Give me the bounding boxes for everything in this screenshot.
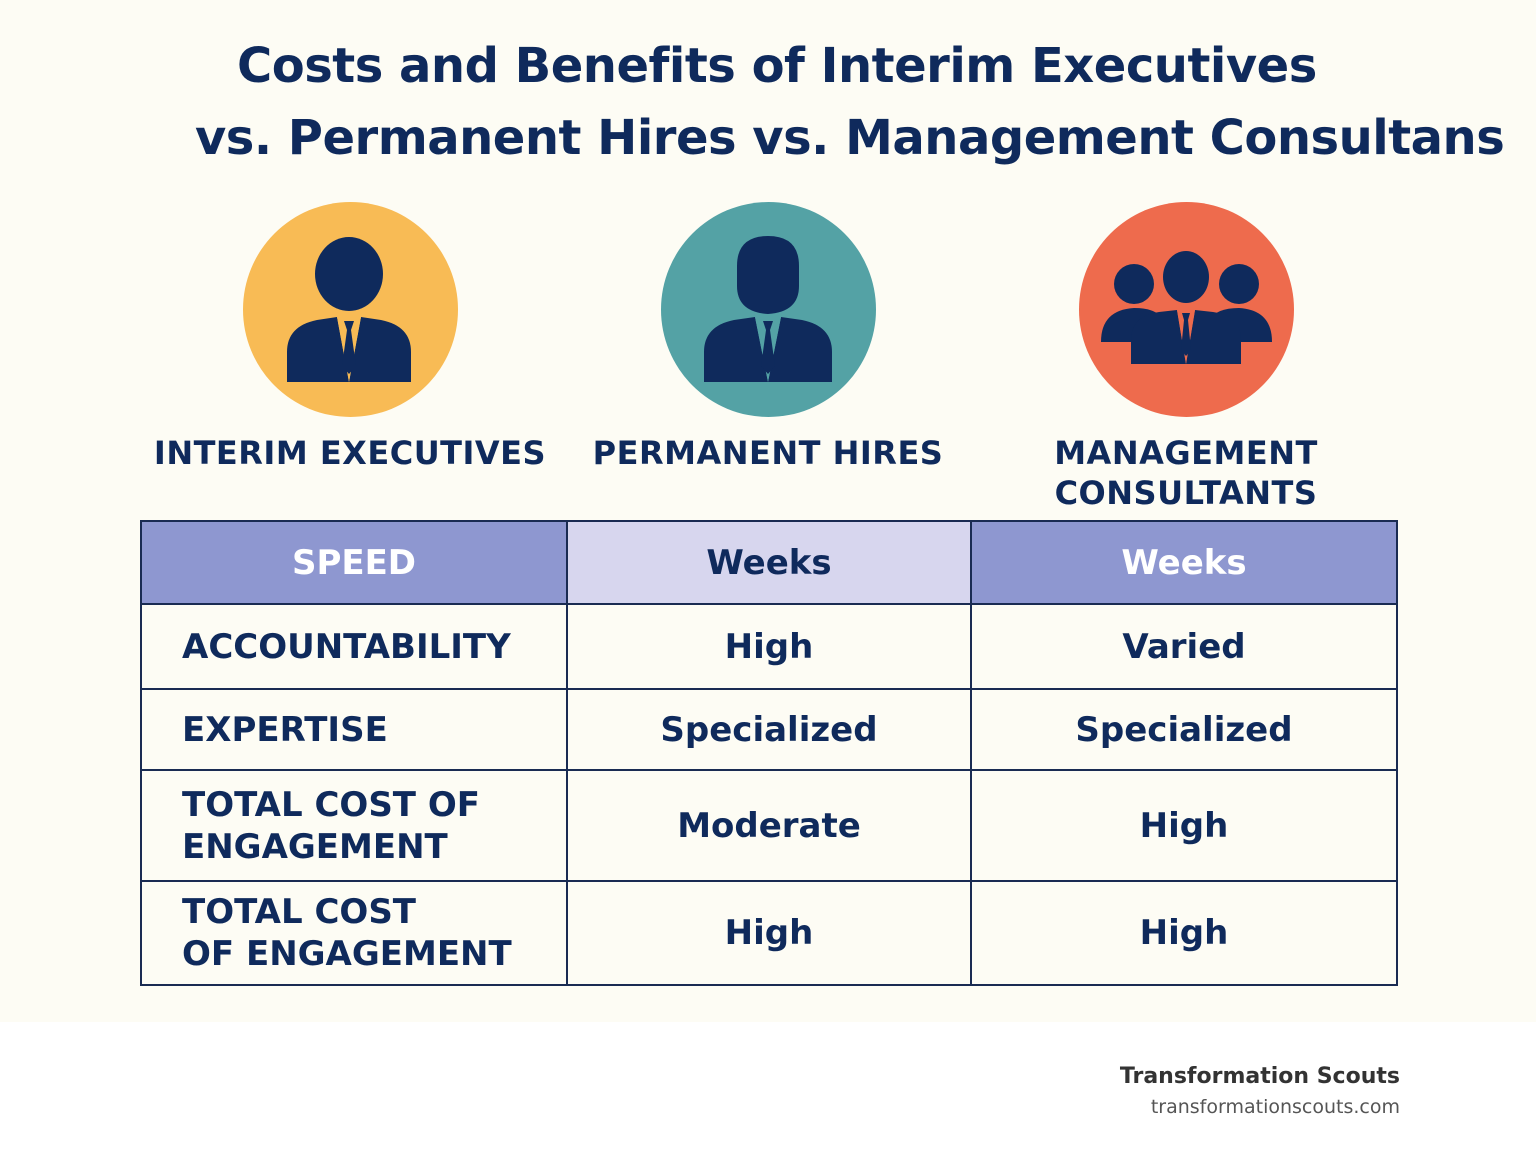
brand-name: Transformation Scouts	[1119, 1064, 1400, 1089]
brand-url: transformationscouts.com	[1150, 1096, 1400, 1118]
persona-label-line: CONSULTANTS	[1054, 474, 1318, 512]
persona-label: PERMANENT HIRES	[592, 434, 944, 472]
table-row: TOTAL COST OF ENGAGEMENT High High	[140, 880, 1398, 986]
team-icon	[1078, 202, 1294, 417]
table-row: TOTAL COST OF ENGAGEMENT Moderate High	[140, 769, 1398, 882]
table-header-cell: SPEED	[140, 520, 568, 605]
table-cell: Specialized	[970, 688, 1398, 771]
persona-label-line: MANAGEMENT	[1054, 434, 1318, 472]
businessperson-icon	[242, 202, 458, 417]
businessperson-icon	[660, 202, 876, 417]
persona-interim-executives: INTERIM EXECUTIVES	[150, 202, 550, 473]
table-row: ACCOUNTABILITY High Varied	[140, 603, 1398, 690]
row-label: EXPERTISE	[140, 688, 568, 771]
table-cell: Moderate	[566, 769, 972, 882]
table-cell: High	[566, 603, 972, 690]
table-cell: Specialized	[566, 688, 972, 771]
table-cell: High	[970, 769, 1398, 882]
persona-permanent-hires: PERMANENT HIRES	[568, 202, 968, 473]
table-header-cell: Weeks	[970, 520, 1398, 605]
brand-footer: Transformation Scouts transformationscou…	[1120, 1062, 1400, 1122]
persona-label: INTERIM EXECUTIVES	[153, 434, 547, 472]
table-cell: High	[566, 880, 972, 986]
row-label: ACCOUNTABILITY	[140, 603, 568, 690]
comparison-table: SPEED Weeks Weeks ACCOUNTABILITY High Va…	[140, 520, 1398, 986]
persona-management-consultants: MANAGEMENT CONSULTANTS	[986, 202, 1386, 513]
persona-label: MANAGEMENT CONSULTANTS	[986, 433, 1386, 513]
row-label-line: ENGAGEMENT	[182, 826, 448, 867]
row-label-line: TOTAL COST	[182, 892, 416, 932]
infographic-canvas: Costs and Benefits of Interim Executives…	[0, 0, 1536, 1022]
row-label: TOTAL COST OF ENGAGEMENT	[140, 769, 568, 882]
row-label: TOTAL COST OF ENGAGEMENT	[140, 880, 568, 986]
table-row: EXPERTISE Specialized Specialized	[140, 688, 1398, 771]
page-title-line-1: Costs and Benefits of Interim Executives	[237, 38, 1317, 94]
row-label-line: TOTAL COST OF	[182, 784, 480, 825]
table-header-row: SPEED Weeks Weeks	[140, 520, 1398, 605]
row-label-line: OF ENGAGEMENT	[182, 934, 512, 974]
table-header-cell: Weeks	[566, 520, 972, 605]
table-cell: Varied	[970, 603, 1398, 690]
table-cell: High	[970, 880, 1398, 986]
page-title-line-2: vs. Permanent Hires vs. Management Consu…	[195, 110, 1505, 166]
